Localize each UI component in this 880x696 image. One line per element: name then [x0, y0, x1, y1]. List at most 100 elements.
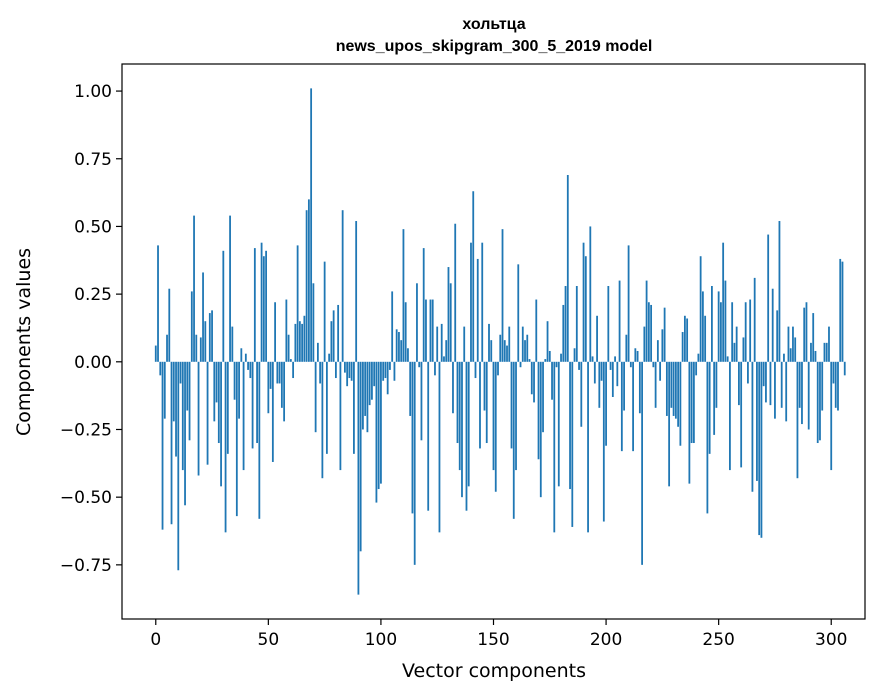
bar-component-165	[526, 334, 529, 362]
bar-component-287	[801, 361, 803, 425]
bar-component-172	[542, 361, 544, 433]
bar-component-130	[447, 267, 450, 362]
bar-component-46	[258, 361, 261, 519]
bar-component-220	[650, 304, 653, 362]
bar-component-88	[353, 361, 355, 454]
bar-component-30	[222, 250, 225, 362]
bar-component-171	[539, 361, 542, 498]
bar-component-230	[672, 361, 675, 416]
bar-component-243	[701, 291, 704, 362]
bar-component-109	[400, 340, 403, 362]
bar-component-16	[190, 291, 193, 362]
bar-component-176	[551, 361, 553, 400]
bar-component-284	[794, 337, 797, 362]
bar-component-202	[609, 361, 612, 370]
y-tick-label: −0.50	[60, 488, 112, 508]
bar-component-89	[355, 221, 358, 362]
bar-component-292	[812, 313, 815, 362]
bar-component-37	[238, 361, 240, 419]
bar-component-9	[175, 361, 177, 457]
bar-component-40	[244, 353, 247, 362]
bar-component-81	[337, 304, 340, 362]
bar-component-208	[623, 361, 625, 411]
bar-component-295	[819, 361, 821, 441]
bar-component-155	[503, 340, 506, 362]
bar-component-2	[159, 361, 162, 376]
bar-component-78	[330, 321, 333, 362]
bar-component-31	[224, 361, 227, 533]
bar-component-98	[375, 361, 378, 503]
bar-component-103	[386, 361, 389, 395]
bar-component-123	[431, 299, 434, 362]
bar-component-142	[474, 361, 477, 379]
bar-component-280	[785, 361, 788, 422]
bar-component-82	[339, 361, 342, 471]
bar-component-28	[217, 361, 220, 444]
bar-component-84	[344, 361, 346, 373]
x-axis-ticks: 0 50 100 150 200 250 300	[150, 619, 847, 650]
bar-component-161	[517, 264, 520, 362]
bar-component-233	[679, 361, 682, 446]
bar-component-126	[438, 361, 441, 533]
bar-component-204	[614, 356, 616, 362]
bar-component-286	[798, 361, 801, 408]
bar-component-60	[289, 359, 292, 362]
bar-component-188	[578, 361, 580, 370]
bar-component-133	[454, 223, 457, 362]
bar-component-92	[362, 361, 364, 430]
bar-component-33	[229, 215, 231, 362]
bar-component-170	[537, 361, 540, 460]
bar-component-27	[215, 361, 218, 403]
bar-component-63	[296, 245, 299, 362]
bar-component-94	[366, 361, 369, 433]
bar-component-189	[580, 361, 583, 427]
bar-component-241	[697, 353, 700, 362]
bar-component-69	[310, 88, 313, 362]
bar-component-265	[751, 361, 754, 492]
bar-component-112	[407, 348, 409, 362]
bar-component-184	[569, 361, 571, 490]
bar-component-52	[271, 361, 274, 462]
bar-component-261	[742, 337, 745, 362]
bar-component-262	[744, 302, 747, 362]
bar-component-42	[249, 361, 252, 379]
bar-component-297	[823, 342, 826, 362]
bar-component-159	[512, 361, 515, 519]
bar-component-298	[825, 342, 828, 362]
bar-component-272	[767, 234, 770, 362]
bar-component-70	[312, 283, 315, 362]
bar-component-306	[843, 361, 846, 376]
bar-component-55	[278, 361, 281, 384]
bar-component-193	[589, 226, 592, 362]
bar-component-95	[368, 361, 371, 406]
x-tick-label: 0	[150, 630, 161, 650]
bar-component-68	[307, 199, 310, 362]
bar-component-74	[321, 361, 324, 479]
bar-component-54	[276, 361, 279, 384]
y-tick-label: 0.75	[74, 150, 112, 170]
bar-component-13	[184, 361, 186, 506]
bar-component-47	[260, 242, 263, 362]
bar-component-160	[515, 361, 517, 471]
bar-component-245	[706, 361, 709, 514]
bar-component-101	[382, 361, 385, 381]
bar-component-5	[166, 334, 168, 362]
bar-component-76	[325, 361, 328, 454]
bar-component-150	[492, 361, 495, 471]
bar-component-175	[548, 350, 551, 362]
bar-component-48	[262, 256, 265, 362]
bar-component-209	[625, 334, 628, 362]
bar-component-212	[632, 361, 634, 452]
bar-component-259	[738, 361, 740, 406]
bar-component-203	[611, 361, 614, 397]
bar-component-53	[274, 302, 276, 362]
bar-component-162	[519, 361, 522, 368]
bar-component-194	[591, 356, 594, 362]
bar-component-231	[674, 361, 677, 419]
bar-component-8	[172, 361, 175, 422]
bar-component-196	[596, 315, 598, 362]
bar-component-278	[780, 361, 783, 408]
bar-component-242	[699, 256, 702, 362]
bar-component-128	[443, 356, 445, 362]
